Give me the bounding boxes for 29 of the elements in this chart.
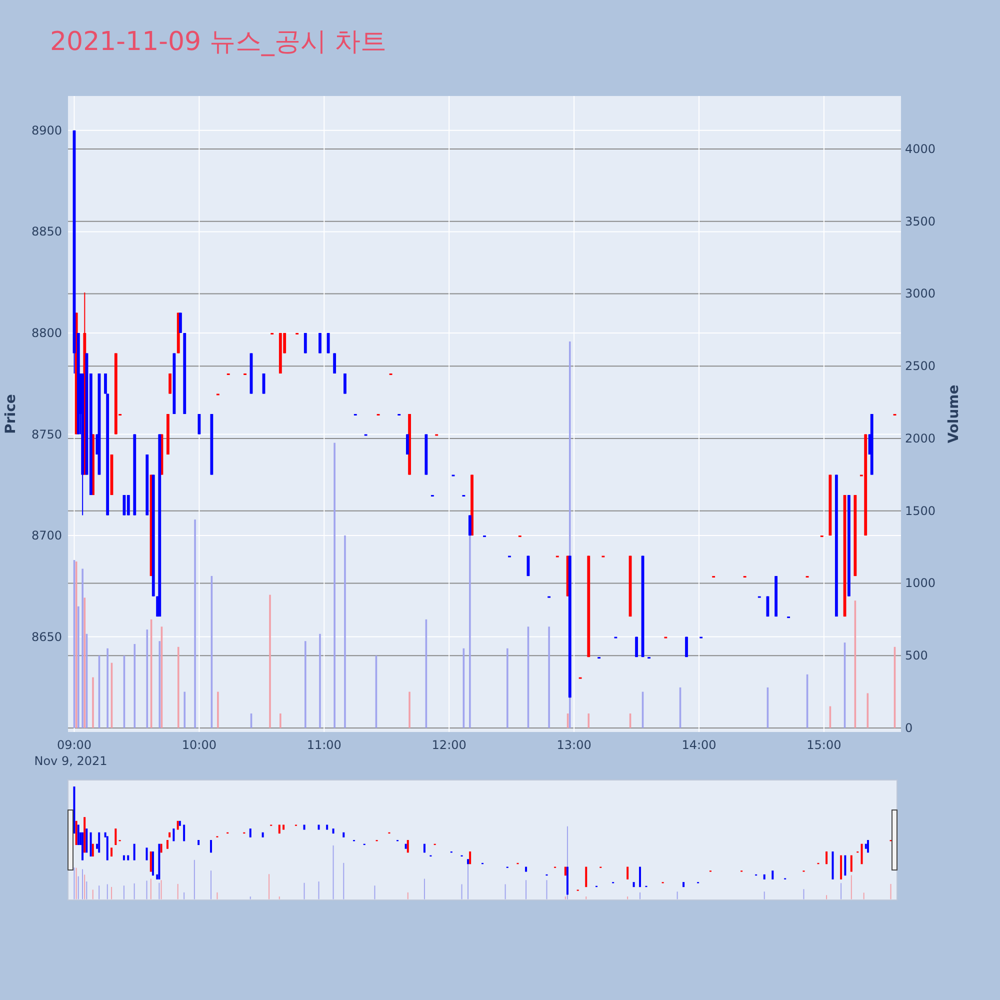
y2-tick-label: 2000: [905, 431, 936, 446]
y2-tick-label: 1000: [905, 576, 936, 590]
x-tick-label: 09:00 Nov 9, 2021: [34, 738, 108, 768]
y2-tick-label: 0: [905, 720, 913, 735]
x-tick-label: 13:00: [556, 738, 592, 752]
y-tick-label: 8800: [31, 326, 62, 340]
x-tick-label: 10:00: [182, 738, 216, 752]
candlestick: [178, 312, 182, 334]
y-tick-label: 8900: [31, 123, 62, 138]
candlestick: [333, 352, 336, 374]
y2-tick-label: 1500: [905, 504, 936, 518]
y2-axis-title: Volume: [946, 384, 962, 444]
x-tick-label: 14:00: [682, 738, 716, 752]
y-tick-label: 8700: [31, 528, 62, 543]
y2-tick-label: 3000: [905, 286, 936, 301]
y2-tick-label: 2500: [905, 359, 936, 374]
y2-tick-label: 500: [905, 648, 928, 663]
x-tick-label: 11:00: [306, 738, 342, 752]
x-tick-label: 12:00: [432, 738, 466, 752]
candlestick: [198, 414, 201, 435]
x-tick-label: 15:00: [806, 738, 842, 752]
y-tick-label: 8650: [31, 630, 62, 644]
candlestick: [126, 494, 130, 516]
chart-title: 2021-11-09 뉴스_공시 차트: [50, 27, 387, 57]
y-tick-label: 8850: [31, 224, 62, 239]
y-tick-label: 8750: [31, 427, 62, 442]
y2-tick-label: 4000: [905, 142, 936, 156]
y-axis-title: Price: [3, 394, 19, 434]
y2-tick-label: 3500: [905, 214, 936, 228]
